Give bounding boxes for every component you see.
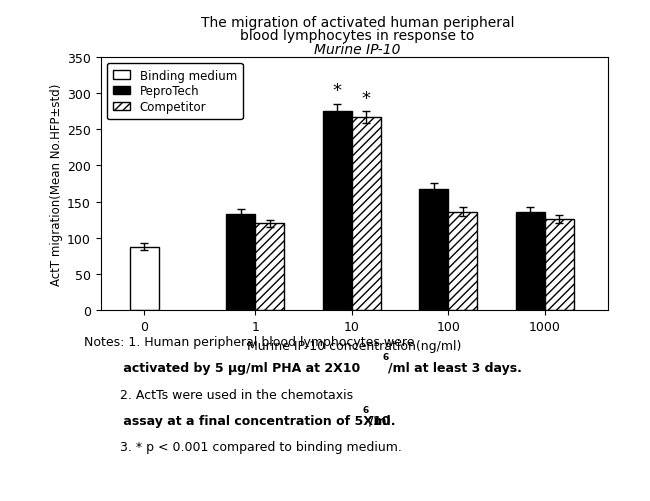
Bar [545, 219, 574, 311]
Text: Notes: 1. Human peripheral blood lymphocytes were: Notes: 1. Human peripheral blood lymphoc… [84, 336, 415, 349]
Legend: Binding medium, PeproTech, Competitor: Binding medium, PeproTech, Competitor [107, 64, 243, 120]
Text: blood lymphocytes in response to: blood lymphocytes in response to [240, 29, 474, 43]
Bar [352, 118, 381, 311]
Text: 6: 6 [363, 405, 369, 414]
Text: Murine IP-10: Murine IP-10 [314, 43, 401, 57]
Bar [255, 224, 284, 311]
Bar [516, 212, 545, 311]
Text: assay at a final concentration of 5X10: assay at a final concentration of 5X10 [84, 414, 391, 427]
Text: 6: 6 [382, 353, 389, 362]
Y-axis label: ActT migration(Mean No.HFP±std): ActT migration(Mean No.HFP±std) [50, 83, 63, 285]
Text: /ml.: /ml. [369, 414, 395, 427]
Text: /ml at least 3 days.: /ml at least 3 days. [388, 362, 522, 375]
Text: 2. ActTs were used in the chemotaxis: 2. ActTs were used in the chemotaxis [84, 388, 354, 401]
Bar [130, 247, 159, 311]
X-axis label: Murine IP-10 concentration(ng/ml): Murine IP-10 concentration(ng/ml) [247, 339, 462, 352]
Bar [226, 214, 255, 311]
Text: activated by 5 μg/ml PHA at 2X10: activated by 5 μg/ml PHA at 2X10 [84, 362, 361, 375]
Bar [323, 112, 352, 311]
Text: *: * [362, 90, 370, 108]
Text: *: * [333, 82, 342, 100]
Text: The migration of activated human peripheral: The migration of activated human periphe… [201, 16, 514, 30]
Text: 3. * p < 0.001 compared to binding medium.: 3. * p < 0.001 compared to binding mediu… [84, 440, 402, 453]
Bar [448, 212, 477, 311]
Bar [419, 189, 448, 311]
